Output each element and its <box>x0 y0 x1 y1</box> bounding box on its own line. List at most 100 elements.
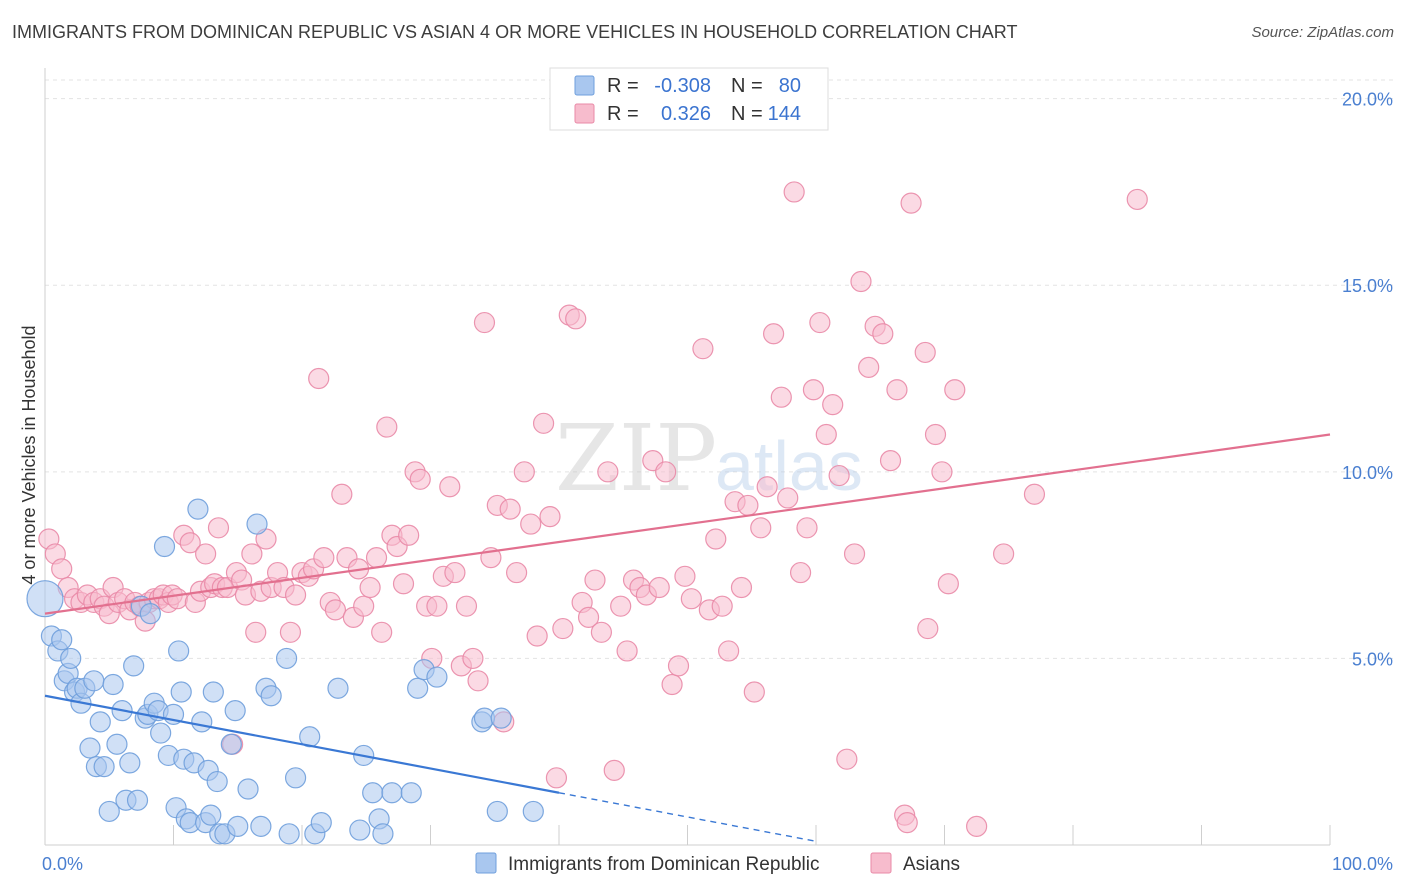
point-s1-140 <box>872 323 894 345</box>
point-s1-126 <box>777 487 799 509</box>
trend-lines <box>44 433 1331 842</box>
legend-r-value-1: -0.308 <box>654 75 711 97</box>
point-s1-146 <box>914 341 936 364</box>
point-s0-65 <box>349 819 371 841</box>
point-s1-150 <box>937 573 959 595</box>
point-s1-154 <box>1023 483 1046 505</box>
point-s1-119 <box>730 576 753 599</box>
point-s1-97 <box>584 569 606 591</box>
bottom-legend-label-asians: Asians <box>903 854 960 875</box>
point-s0-12 <box>83 670 105 692</box>
point-s1-144 <box>896 812 918 834</box>
point-s0-60 <box>284 767 307 789</box>
y-tick-label-2: 15.0% <box>1342 276 1393 296</box>
point-s0-6 <box>60 647 82 670</box>
point-s1-129 <box>796 517 818 539</box>
point-s0-74 <box>426 666 448 688</box>
point-s0-72 <box>407 677 429 699</box>
point-s1-142 <box>886 379 908 401</box>
point-s1-135 <box>836 748 858 770</box>
y-axis-title: 4 or more Vehicles in Household <box>19 325 39 584</box>
point-s1-69 <box>409 468 431 490</box>
bottom-legend-swatch-dominican <box>475 852 497 874</box>
point-s1-62 <box>371 621 393 643</box>
point-s0-16 <box>98 800 120 823</box>
point-s1-87 <box>520 513 542 535</box>
point-s1-115 <box>705 528 727 550</box>
point-s1-136 <box>843 543 866 565</box>
point-s0-35 <box>168 640 190 662</box>
point-s1-113 <box>692 338 714 360</box>
legend-n-value-2: 144 <box>768 103 801 125</box>
point-s0-14 <box>89 711 111 733</box>
point-s0-42 <box>191 711 213 733</box>
point-s1-63 <box>376 416 398 438</box>
point-s1-133 <box>822 394 844 416</box>
point-s1-66 <box>392 573 415 595</box>
point-s1-109 <box>661 673 683 696</box>
point-s1-153 <box>993 543 1015 565</box>
point-s1-85 <box>505 561 528 584</box>
point-s1-39 <box>241 543 263 565</box>
legend-n-label-2: N = <box>731 103 763 125</box>
point-s0-78 <box>486 800 508 823</box>
point-s1-132 <box>815 423 837 446</box>
point-s0-71 <box>400 782 422 804</box>
point-s1-92 <box>552 617 574 640</box>
legend-swatch-dominican <box>574 75 595 96</box>
point-s0-22 <box>123 655 145 677</box>
point-s1-75 <box>444 561 466 584</box>
point-s0-46 <box>202 681 224 703</box>
point-s1-91 <box>545 767 568 789</box>
point-s0-36 <box>170 681 192 703</box>
point-s0-27 <box>139 603 161 625</box>
point-s1-116 <box>711 595 733 617</box>
point-s1-86 <box>513 461 535 483</box>
point-s0-41 <box>187 498 209 520</box>
legend-r-label-1: R = <box>607 75 639 97</box>
point-s1-145 <box>900 192 922 214</box>
point-s0-21 <box>119 752 141 774</box>
point-s0-3 <box>51 629 73 651</box>
point-s1-121 <box>743 681 765 703</box>
point-s1-96 <box>577 606 600 628</box>
trend-line-dominican <box>44 694 560 794</box>
correlation-legend: R = -0.308 N = 80 R = 0.326 N = 144 <box>549 67 829 131</box>
point-s1-130 <box>802 379 825 401</box>
point-s0-11 <box>79 737 101 759</box>
point-s0-57 <box>260 685 282 707</box>
bottom-legend-label-dominican: Immigrants from Dominican Republic <box>508 854 820 875</box>
point-s0-52 <box>227 815 249 837</box>
point-s0-67 <box>362 782 384 804</box>
point-s0-47 <box>206 770 228 793</box>
legend-swatch-asians <box>574 103 595 124</box>
legend-r-value-2: 0.326 <box>661 103 711 125</box>
point-s1-120 <box>737 494 759 517</box>
point-s1-101 <box>610 595 632 617</box>
point-s1-111 <box>674 565 696 587</box>
point-s0-18 <box>106 733 128 755</box>
legend-n-value-1: 80 <box>779 75 801 97</box>
point-s0-54 <box>246 513 268 535</box>
point-s0-17 <box>102 673 124 696</box>
trend-line-asians <box>44 433 1331 615</box>
point-s0-58 <box>275 647 298 670</box>
point-s1-84 <box>499 498 521 520</box>
point-s0-31 <box>153 535 176 558</box>
point-s0-51 <box>224 700 246 722</box>
point-s0-77 <box>490 707 512 729</box>
point-s1-52 <box>313 547 335 569</box>
point-s0-50 <box>220 733 242 755</box>
point-s1-131 <box>809 311 831 334</box>
point-s1-141 <box>879 450 902 472</box>
point-s1-40 <box>245 621 267 643</box>
point-s1-99 <box>597 461 619 483</box>
point-s1-79 <box>467 670 489 692</box>
point-s1-127 <box>783 181 805 203</box>
point-s1-147 <box>917 617 939 640</box>
scatter-points <box>26 181 1148 845</box>
point-s1-110 <box>667 655 690 677</box>
x-tick-label-1: 100.0% <box>1332 854 1393 874</box>
point-s1-149 <box>931 461 953 483</box>
